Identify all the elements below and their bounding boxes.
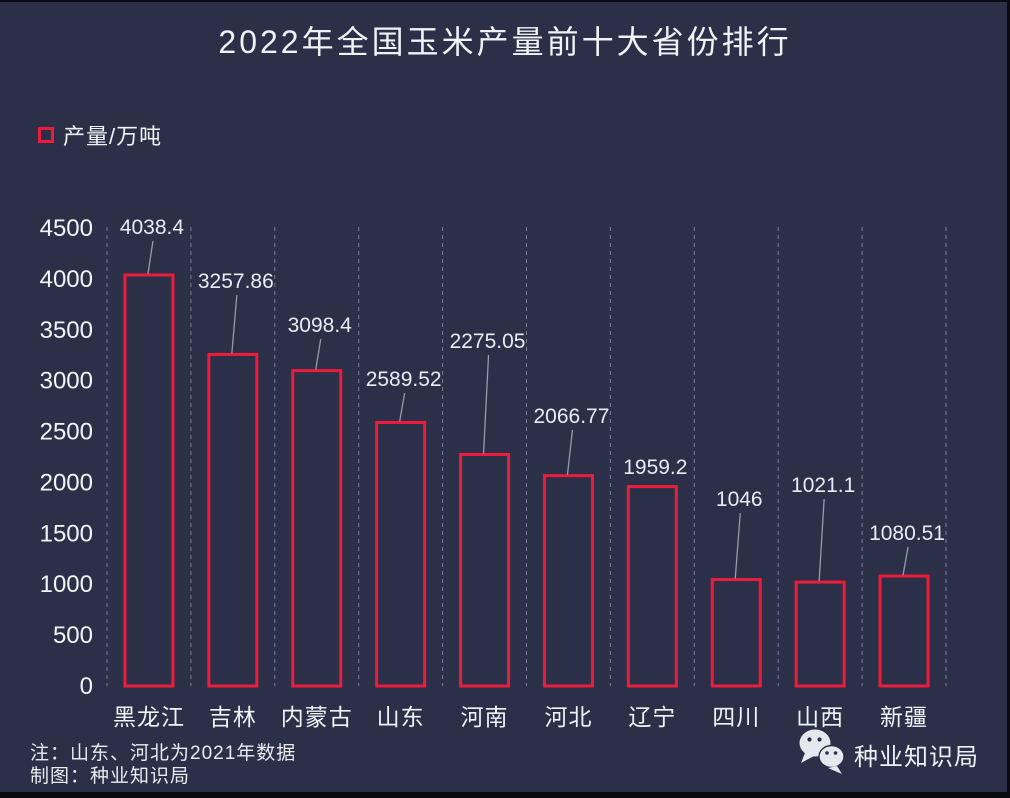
leader-line bbox=[231, 294, 238, 354]
bar bbox=[794, 580, 846, 688]
bar-value-label: 4038.4 bbox=[120, 216, 185, 239]
bar bbox=[123, 273, 175, 688]
brand-name: 种业知识局 bbox=[854, 743, 979, 771]
leader-line bbox=[566, 429, 574, 475]
bar-value-label: 3098.4 bbox=[288, 314, 353, 337]
x-axis-label: 四川 bbox=[712, 704, 760, 730]
bar-value-label: 1046 bbox=[716, 488, 763, 511]
wechat-icon bbox=[797, 728, 847, 780]
bar bbox=[459, 452, 511, 688]
leader-line bbox=[818, 498, 825, 582]
y-tick-label: 2000 bbox=[40, 469, 93, 496]
bottom-edge-strip bbox=[0, 792, 1010, 798]
bar bbox=[878, 574, 930, 688]
bar bbox=[626, 485, 678, 688]
y-tick-label: 1500 bbox=[40, 520, 93, 547]
leader-line bbox=[147, 240, 154, 275]
bar-value-label: 1021.1 bbox=[791, 474, 855, 497]
legend-label: 产量/万吨 bbox=[63, 124, 163, 149]
legend: 产量/万吨 bbox=[38, 119, 162, 151]
footnotes: 注：山东、河北为2021年数据 制图：种业知识局 bbox=[30, 742, 296, 788]
bar bbox=[291, 369, 343, 688]
bar bbox=[710, 578, 762, 688]
footnote-note: 注：山东、河北为2021年数据 bbox=[30, 743, 297, 764]
y-tick-label: 1000 bbox=[40, 571, 93, 598]
legend-swatch-icon bbox=[38, 127, 54, 143]
x-axis-label: 河北 bbox=[544, 704, 592, 730]
footnote-credit: 制图：种业知识局 bbox=[30, 766, 191, 787]
y-tick-label: 0 bbox=[80, 673, 93, 700]
bar-value-label: 2275.05 bbox=[450, 330, 526, 353]
bar-value-label: 3257.86 bbox=[198, 270, 274, 293]
top-edge-strip bbox=[0, 0, 1010, 2]
bar bbox=[207, 352, 259, 688]
bar bbox=[375, 420, 427, 688]
y-tick-label: 3500 bbox=[40, 317, 93, 344]
y-tick-label: 3000 bbox=[40, 368, 93, 395]
x-axis-label: 山西 bbox=[796, 704, 844, 730]
bar-value-label: 2589.52 bbox=[366, 368, 442, 391]
x-axis-label: 新疆 bbox=[880, 704, 928, 730]
leader-line bbox=[902, 546, 909, 576]
x-axis-label: 山东 bbox=[377, 704, 425, 730]
x-axis-label: 辽宁 bbox=[628, 704, 676, 730]
leader-line bbox=[734, 512, 741, 579]
leader-line bbox=[315, 338, 322, 370]
leader-line bbox=[482, 354, 490, 454]
y-tick-label: 500 bbox=[53, 622, 93, 649]
bar-value-label: 1959.2 bbox=[623, 456, 687, 479]
y-tick-label: 4500 bbox=[40, 215, 93, 242]
bar-value-label: 2066.77 bbox=[533, 405, 609, 428]
leader-line bbox=[399, 392, 406, 422]
chart-title: 2022年全国玉米产量前十大省份排行 bbox=[218, 24, 792, 60]
y-tick-label: 4000 bbox=[40, 266, 93, 293]
x-axis-label: 河南 bbox=[461, 704, 509, 730]
bar bbox=[542, 474, 594, 688]
right-edge-strip bbox=[1007, 0, 1010, 798]
x-axis-label: 内蒙古 bbox=[281, 704, 353, 730]
x-axis-label: 黑龙江 bbox=[113, 704, 185, 730]
y-tick-label: 2500 bbox=[40, 419, 93, 446]
bar-value-label: 1080.51 bbox=[869, 522, 945, 545]
brand-badge: 种业知识局 bbox=[797, 728, 979, 780]
x-axis-label: 吉林 bbox=[209, 704, 257, 730]
